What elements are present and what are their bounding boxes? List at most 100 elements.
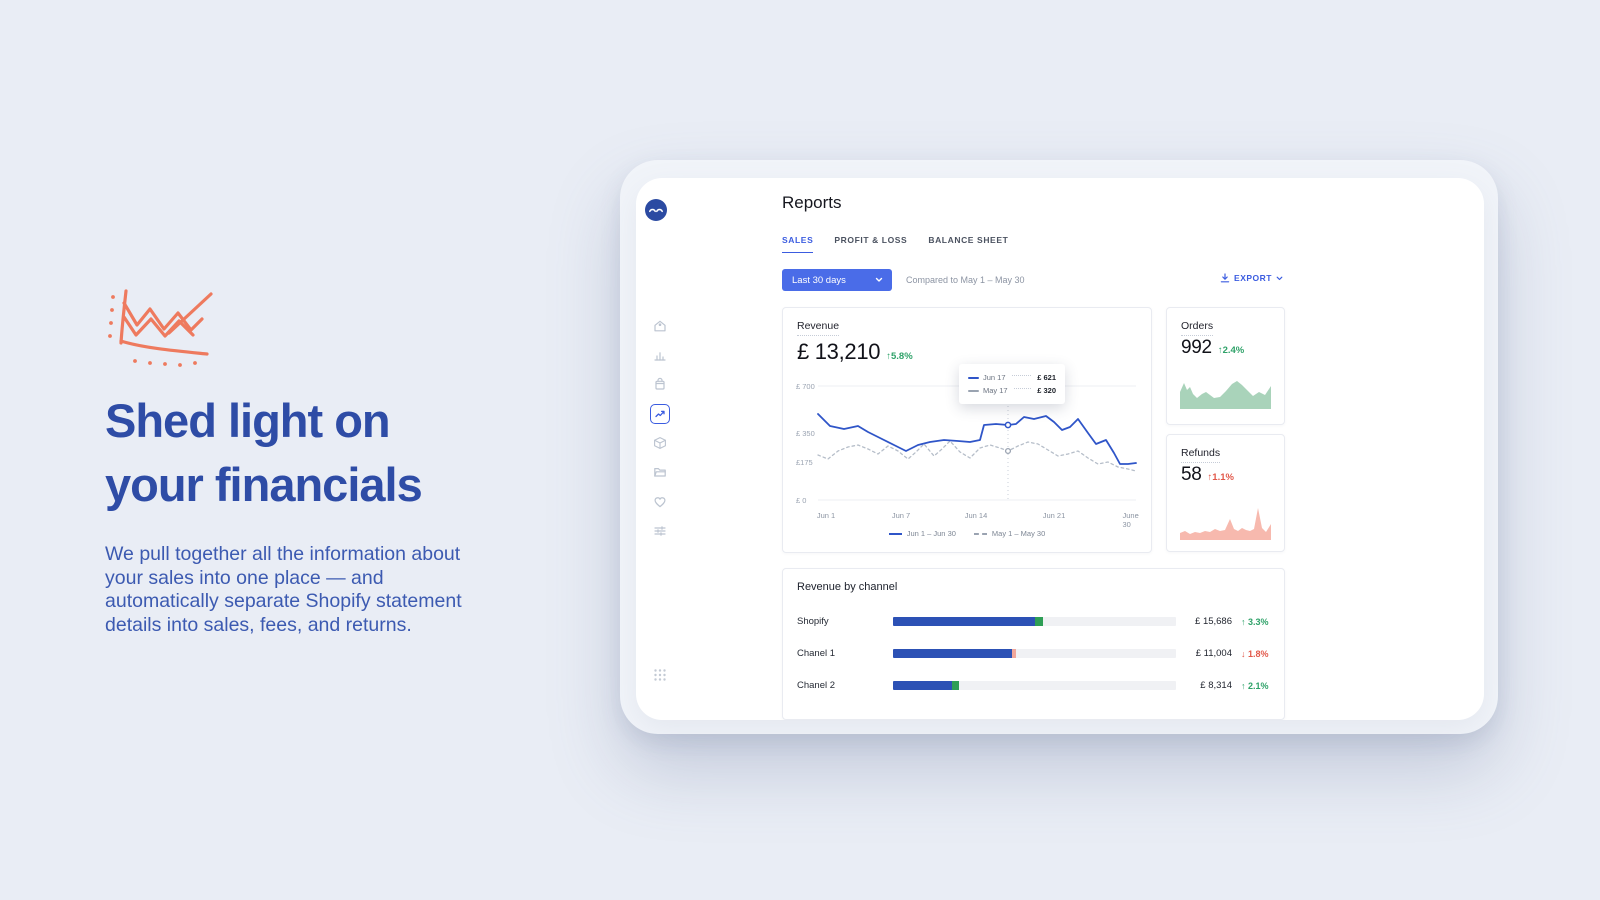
channel-bar: [893, 617, 1176, 626]
revenue-value: £ 13,210: [797, 339, 881, 364]
tooltip-current-swatch: [968, 376, 979, 379]
channel-row: Shopify £ 15,686 ↑ 3.3%: [783, 613, 1284, 635]
hero-description: We pull together all the information abo…: [105, 543, 462, 636]
channel-delta: ↓ 1.8%: [1241, 648, 1269, 659]
trending-up-icon[interactable]: [650, 404, 670, 424]
page-title: Reports: [782, 193, 842, 212]
y-tick-350: £ 350: [796, 429, 815, 438]
date-range-dropdown[interactable]: Last 30 days: [782, 269, 892, 291]
tooltip-leader: [1013, 388, 1032, 389]
previous-point-marker: [1004, 447, 1012, 455]
refunds-area-chart: [1180, 508, 1271, 540]
hero-headline-line1: Shed light on: [105, 394, 391, 447]
orders-value: 992: [1181, 337, 1212, 358]
orders-card: Orders 992 ↑2.4%: [1166, 307, 1285, 425]
chart-legend: Jun 1 – Jun 30 May 1 – May 30: [783, 529, 1151, 538]
channel-delta: ↑ 2.1%: [1241, 680, 1269, 691]
legend-current-label: Jun 1 – Jun 30: [906, 529, 956, 538]
revenue-line-previous: [817, 440, 1137, 472]
revenue-delta: ↑5.8%: [886, 351, 913, 362]
legend-current: Jun 1 – Jun 30: [888, 529, 956, 538]
tooltip-previous-swatch: [968, 389, 979, 392]
channel-bar: [893, 681, 1176, 690]
revenue-line-current: [817, 413, 1137, 465]
channel-label: Chanel 1: [797, 648, 836, 659]
grid-dots-icon[interactable]: [653, 668, 667, 682]
channel-value: £ 11,004: [1195, 648, 1232, 659]
x-tick-jun7: Jun 7: [891, 511, 911, 520]
channel-value: £ 8,314: [1200, 680, 1232, 691]
export-button[interactable]: EXPORT: [1220, 273, 1283, 283]
tab-balance-sheet[interactable]: BALANCE SHEET: [928, 235, 1009, 245]
y-tick-175: £175: [796, 458, 813, 467]
channel-label: Chanel 2: [797, 680, 836, 691]
channel-bar-fill: [893, 649, 1012, 658]
refunds-value: 58: [1181, 464, 1202, 485]
refunds-card: Refunds 58 ↑1.1%: [1166, 434, 1285, 552]
heart-icon[interactable]: [653, 495, 667, 509]
channel-label: Shopify: [797, 616, 829, 627]
revenue-by-channel-card: Revenue by channel Shopify £ 15,686 ↑ 3.…: [782, 568, 1285, 720]
main-content: Reports SALES PROFIT & LOSS BALANCE SHEE…: [782, 178, 1285, 720]
report-tabs: SALES PROFIT & LOSS BALANCE SHEET: [782, 235, 1008, 253]
channel-bar-tip: [1034, 617, 1043, 626]
home-icon[interactable]: [653, 319, 667, 333]
legend-previous-label: May 1 – May 30: [991, 529, 1046, 538]
orders-area-path: [1180, 381, 1271, 409]
chevron-down-icon: [875, 277, 883, 282]
x-tick-jun30: June 30: [1122, 511, 1139, 529]
orders-area-chart: [1180, 381, 1271, 409]
channel-bar: [893, 649, 1176, 658]
x-tick-jun14: Jun 14: [964, 511, 988, 520]
compare-text: Compared to May 1 – May 30: [906, 275, 1025, 285]
tooltip-row-current: Jun 17 £ 621: [968, 371, 1056, 384]
package-icon[interactable]: [653, 436, 667, 450]
refunds-title: Refunds: [1181, 447, 1221, 463]
tooltip-leader: [1011, 375, 1032, 376]
channel-bar-tip: [952, 681, 960, 690]
trending-up-arrow: [655, 410, 665, 418]
export-label: EXPORT: [1234, 273, 1272, 283]
channel-value: £ 15,686: [1195, 616, 1232, 627]
y-tick-0: £ 0: [796, 496, 807, 505]
legend-previous-swatch: [973, 532, 987, 535]
legend-current-swatch: [888, 532, 902, 535]
current-point-marker: [1004, 421, 1012, 429]
x-tick-jun21: Jun 21: [1042, 511, 1066, 520]
refunds-delta: ↑1.1%: [1207, 472, 1234, 483]
orders-title: Orders: [1181, 320, 1214, 336]
tooltip-current-value: £ 621: [1037, 373, 1056, 382]
tooltip-row-previous: May 17 £ 320: [968, 384, 1056, 397]
legend-previous: May 1 – May 30: [973, 529, 1046, 538]
channel-delta: ↑ 3.3%: [1241, 616, 1269, 627]
tab-profit-loss[interactable]: PROFIT & LOSS: [834, 235, 908, 245]
hero-section: Shed light on your financials We pull to…: [105, 283, 535, 637]
channel-bar-fill: [893, 617, 1035, 626]
revenue-title: Revenue: [797, 320, 840, 336]
orders-delta: ↑2.4%: [1217, 345, 1245, 356]
date-range-label: Last 30 days: [792, 274, 846, 286]
sliders-icon[interactable]: [653, 524, 667, 538]
channel-bar-tip: [1011, 649, 1017, 658]
download-icon: [1220, 273, 1230, 283]
refunds-area-path: [1180, 508, 1271, 540]
chevron-down-icon: [1276, 276, 1283, 280]
channel-row: Chanel 1 £ 11,004 ↓ 1.8%: [783, 645, 1284, 667]
hero-headline-line2: your financials: [105, 458, 423, 511]
tab-sales[interactable]: SALES: [782, 235, 814, 253]
app-logo[interactable]: [645, 199, 667, 221]
tooltip-previous-label: May 17: [983, 386, 1008, 395]
hero-headline: Shed light on your financials: [105, 389, 535, 517]
reports-window: Reports SALES PROFIT & LOSS BALANCE SHEE…: [636, 178, 1484, 720]
tooltip-previous-value: £ 320: [1037, 386, 1056, 395]
y-tick-700: £ 700: [796, 382, 815, 391]
x-tick-jun1: Jun 1: [816, 511, 836, 520]
folder-icon[interactable]: [653, 465, 667, 479]
scribble-chart-icon: [108, 289, 213, 367]
tooltip-current-label: Jun 17: [983, 373, 1006, 382]
revenue-card: Revenue £ 13,210 ↑5.8% £ 700 £ 350 £175 …: [782, 307, 1152, 553]
chart-tooltip: Jun 17 £ 621 May 17 £ 320: [959, 364, 1065, 404]
shopping-bag-icon[interactable]: [653, 377, 667, 391]
bar-chart-icon[interactable]: [653, 348, 667, 362]
channel-row: Chanel 2 £ 8,314 ↑ 2.1%: [783, 677, 1284, 699]
